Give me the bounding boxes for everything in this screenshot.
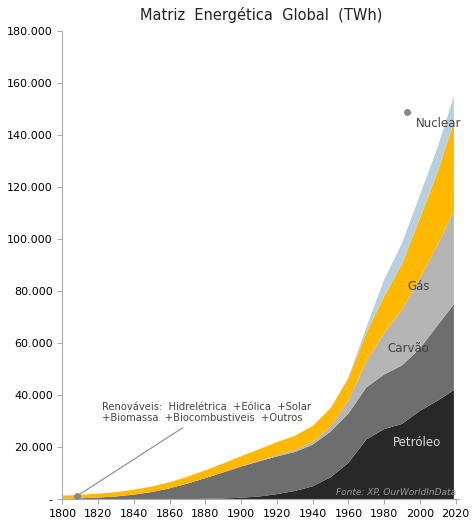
Text: Fonte: XP, OurWorldInData: Fonte: XP, OurWorldInData [335, 488, 455, 497]
Text: Gás: Gás [407, 279, 429, 292]
Title: Matriz  Energética  Global  (TWh): Matriz Energética Global (TWh) [139, 7, 381, 23]
Text: Nuclear: Nuclear [409, 113, 461, 130]
Text: Petróleo: Petróleo [392, 436, 440, 449]
Text: Renováveis:  Hidrelétrica  +Eólica  +Solar
+Biomassa  +Biocombustiveis  +Outros: Renováveis: Hidrelétrica +Eólica +Solar … [79, 402, 310, 495]
Text: Carvão: Carvão [387, 342, 429, 355]
